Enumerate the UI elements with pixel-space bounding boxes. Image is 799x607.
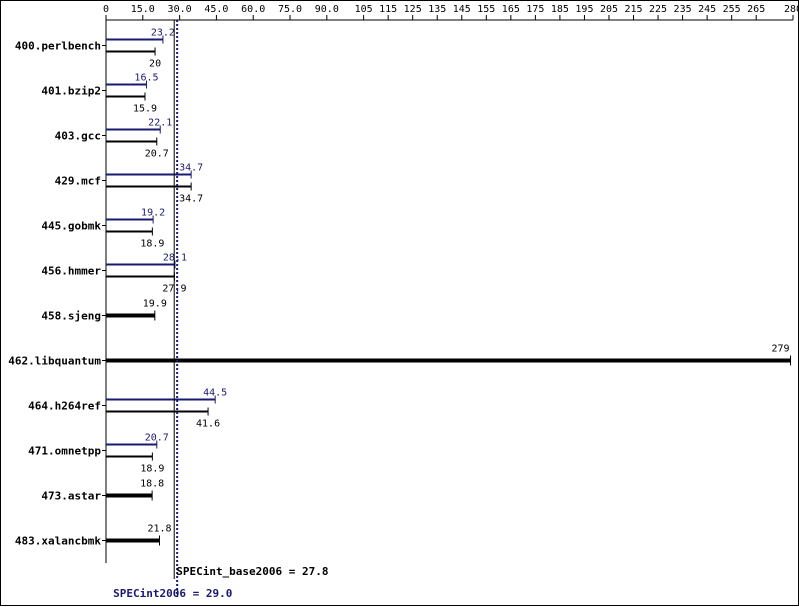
peak-value-label: 44.5 [203,388,227,399]
base-value-label: 41.6 [196,419,220,430]
x-tick-label: 225 [649,4,667,15]
benchmark-label: 458.sjeng [41,310,101,323]
x-tick-label: 15.0 [131,4,155,15]
x-tick-label: 195 [575,4,593,15]
peak-value-label: 28.1 [163,253,187,264]
benchmark-label: 401.bzip2 [41,85,101,98]
benchmark-label: 456.hmmer [41,265,101,278]
peak-value-label: 20.7 [145,433,169,444]
benchmark-label: 471.omnetpp [28,445,101,458]
x-tick-label: 245 [698,4,716,15]
peak-value-label: 23.2 [151,28,175,39]
x-tick-label: 90.0 [315,4,339,15]
x-tick-label: 115 [379,4,397,15]
base-value-label: 15.9 [133,104,157,115]
benchmark-label: 400.perlbench [15,40,101,53]
benchmark-label: 445.gobmk [41,220,101,233]
base-value-label: 18.9 [140,464,164,475]
x-tick-label: 60.0 [241,4,265,15]
x-tick-label: 125 [404,4,422,15]
peak-value-label: 16.5 [134,73,158,84]
benchmark-label: 429.mcf [55,175,101,188]
x-tick-label: 280 [784,4,799,15]
x-tick-label: 145 [453,4,471,15]
benchmark-label: 403.gcc [55,130,101,143]
x-tick-label: 105 [355,4,373,15]
x-tick-label: 185 [551,4,569,15]
x-tick-label: 45.0 [204,4,228,15]
peak-reference-label: SPECint2006 = 29.0 [113,587,232,600]
benchmark-label: 462.libquantum [8,355,101,368]
base-value-label: 279 [771,344,789,355]
peak-value-label: 19.2 [141,208,165,219]
base-value-label: 18.8 [140,479,164,490]
x-tick-label: 30.0 [168,4,192,15]
peak-value-label: 34.7 [179,163,203,174]
base-value-label: 18.9 [140,239,164,250]
x-tick-label: 75.0 [278,4,302,15]
x-tick-label: 235 [674,4,692,15]
base-reference-label: SPECint_base2006 = 27.8 [176,565,328,578]
x-tick-label: 165 [502,4,520,15]
benchmark-label: 473.astar [41,490,101,503]
x-tick-label: 215 [624,4,642,15]
benchmark-label: 483.xalancbmk [15,535,101,548]
base-value-label: 21.8 [147,524,171,535]
x-tick-label: 155 [477,4,495,15]
x-tick-label: 255 [723,4,741,15]
base-value-label: 34.7 [179,194,203,205]
x-tick-label: 135 [428,4,446,15]
benchmark-label: 464.h264ref [28,400,101,413]
base-value-label: 19.9 [143,299,167,310]
peak-value-label: 22.1 [148,118,172,129]
x-tick-label: 175 [526,4,544,15]
x-tick-label: 0 [103,4,109,15]
base-value-label: 20 [149,59,161,70]
base-value-label: 20.7 [145,149,169,160]
x-tick-label: 205 [600,4,618,15]
x-tick-label: 265 [747,4,765,15]
